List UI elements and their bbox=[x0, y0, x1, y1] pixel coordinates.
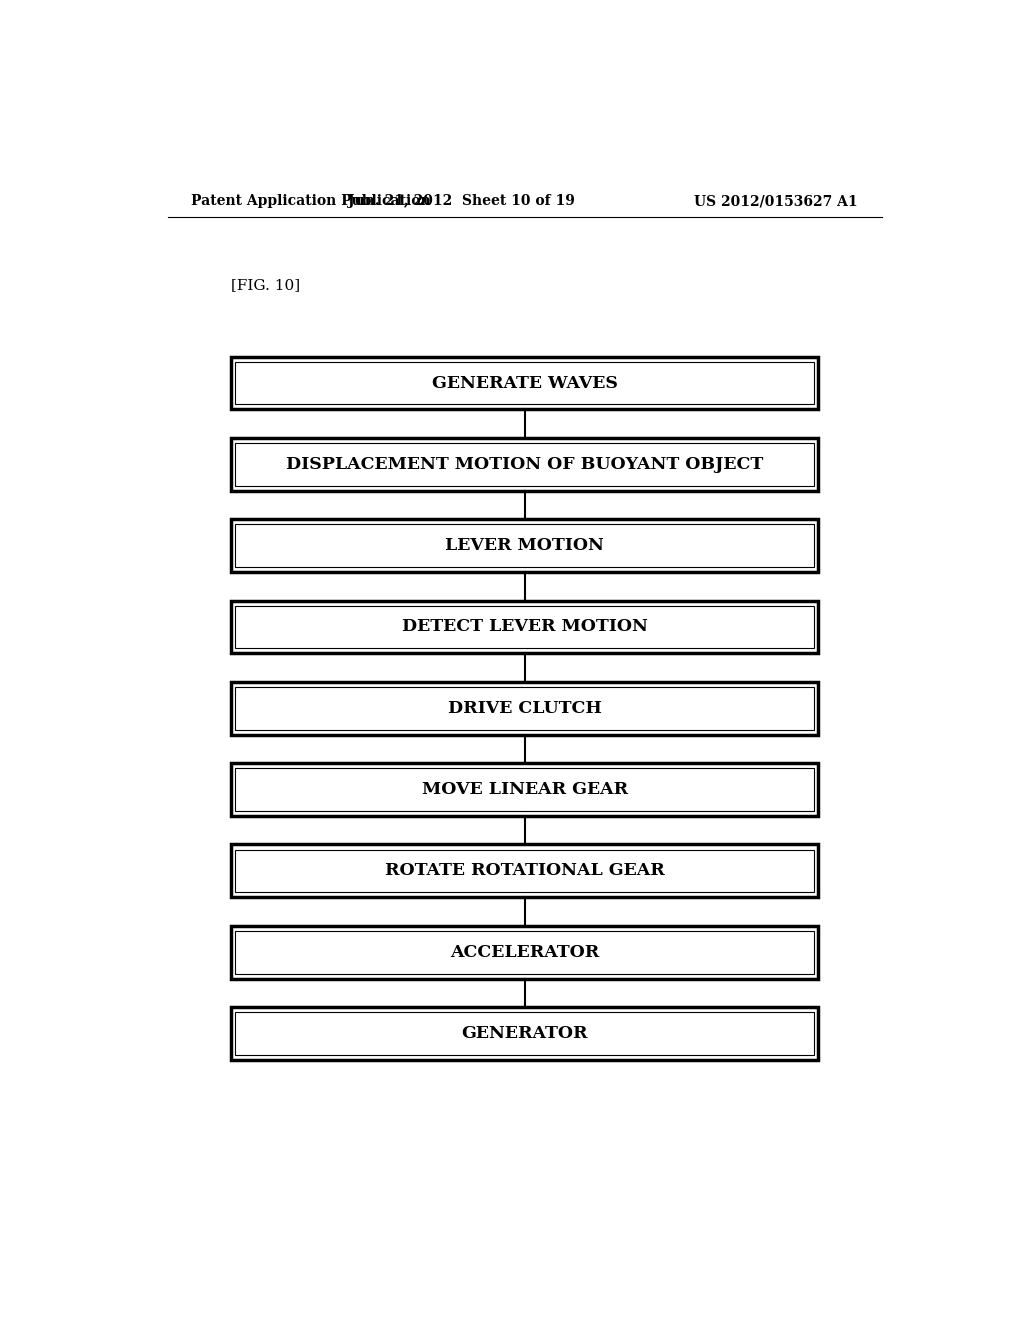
Text: ACCELERATOR: ACCELERATOR bbox=[451, 944, 599, 961]
Text: Jun. 21, 2012  Sheet 10 of 19: Jun. 21, 2012 Sheet 10 of 19 bbox=[348, 194, 574, 209]
Polygon shape bbox=[236, 524, 814, 568]
Polygon shape bbox=[236, 362, 814, 404]
Text: DETECT LEVER MOTION: DETECT LEVER MOTION bbox=[401, 619, 648, 635]
Polygon shape bbox=[236, 1012, 814, 1055]
Polygon shape bbox=[236, 850, 814, 892]
Text: LEVER MOTION: LEVER MOTION bbox=[445, 537, 604, 554]
Polygon shape bbox=[236, 686, 814, 730]
Text: US 2012/0153627 A1: US 2012/0153627 A1 bbox=[694, 194, 858, 209]
Text: DRIVE CLUTCH: DRIVE CLUTCH bbox=[447, 700, 602, 717]
Text: GENERATOR: GENERATOR bbox=[462, 1026, 588, 1041]
Text: MOVE LINEAR GEAR: MOVE LINEAR GEAR bbox=[422, 781, 628, 799]
Polygon shape bbox=[236, 931, 814, 974]
Text: Patent Application Publication: Patent Application Publication bbox=[191, 194, 431, 209]
Polygon shape bbox=[236, 444, 814, 486]
Text: GENERATE WAVES: GENERATE WAVES bbox=[432, 375, 617, 392]
Text: ROTATE ROTATIONAL GEAR: ROTATE ROTATIONAL GEAR bbox=[385, 862, 665, 879]
Polygon shape bbox=[236, 768, 814, 810]
Text: DISPLACEMENT MOTION OF BUOYANT OBJECT: DISPLACEMENT MOTION OF BUOYANT OBJECT bbox=[286, 455, 764, 473]
Polygon shape bbox=[236, 606, 814, 648]
Text: [FIG. 10]: [FIG. 10] bbox=[231, 279, 300, 293]
